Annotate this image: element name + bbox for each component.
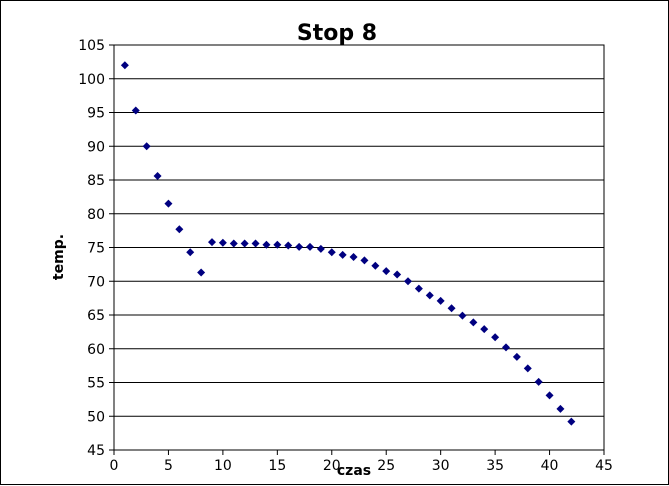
y-tick-label: 45 <box>87 443 105 459</box>
y-tick-label: 50 <box>87 409 105 425</box>
data-point <box>142 142 151 151</box>
y-tick-label: 105 <box>78 38 105 54</box>
data-point <box>175 225 184 234</box>
y-tick-label: 70 <box>87 274 105 290</box>
data-point <box>469 318 478 327</box>
x-tick-label: 20 <box>323 458 341 474</box>
x-tick-label: 10 <box>214 458 232 474</box>
data-point <box>295 242 304 251</box>
x-tick-label: 45 <box>595 458 613 474</box>
data-point <box>523 364 532 373</box>
data-point <box>229 239 238 248</box>
data-point <box>436 296 445 305</box>
data-point <box>240 239 249 248</box>
y-tick-label: 95 <box>87 106 105 122</box>
y-tick-label: 90 <box>87 139 105 155</box>
data-point <box>404 277 412 286</box>
data-point <box>131 106 140 115</box>
data-point <box>349 252 358 261</box>
y-tick-label: 80 <box>87 207 105 223</box>
data-point <box>458 311 467 320</box>
y-tick-label: 60 <box>87 342 105 358</box>
y-tick-label: 75 <box>87 241 105 257</box>
data-point <box>197 268 206 277</box>
data-point <box>306 242 314 251</box>
data-point <box>425 291 434 300</box>
x-axis-title: czas <box>337 463 371 479</box>
y-tick-label: 100 <box>78 72 105 88</box>
data-point <box>512 352 521 361</box>
x-tick-label: 25 <box>377 458 395 474</box>
chart-title: Stop 8 <box>297 21 377 46</box>
y-tick-label: 85 <box>87 173 105 189</box>
data-point <box>534 377 543 386</box>
data-point <box>567 417 576 426</box>
data-point <box>360 256 369 265</box>
data-point <box>491 333 500 342</box>
grid-lines <box>114 78 604 417</box>
data-point <box>480 325 489 334</box>
data-point <box>556 404 565 413</box>
data-point <box>393 270 402 279</box>
data-point <box>447 304 456 313</box>
data-point <box>284 241 293 250</box>
data-point <box>153 171 162 180</box>
x-tick-label: 35 <box>486 458 504 474</box>
data-point <box>502 343 510 352</box>
data-point <box>414 284 423 293</box>
data-point <box>338 250 347 259</box>
x-tick-label: 15 <box>268 458 286 474</box>
data-point <box>208 238 216 247</box>
x-tick-label: 40 <box>541 458 559 474</box>
data-point <box>120 61 129 70</box>
data-point <box>371 261 380 270</box>
x-tick-label: 5 <box>164 458 173 474</box>
y-tick-label: 65 <box>87 308 105 324</box>
data-point <box>382 267 391 276</box>
y-axis-title: temp. <box>51 234 67 280</box>
data-points <box>120 61 576 426</box>
data-point <box>186 248 195 257</box>
data-point <box>251 239 260 248</box>
data-point <box>316 244 325 253</box>
y-tick-label: 55 <box>87 376 105 392</box>
x-tick-label: 30 <box>432 458 450 474</box>
data-point <box>273 240 282 249</box>
x-tick-label: 0 <box>110 458 119 474</box>
data-point <box>545 391 554 400</box>
y-axis: 45 50 55 60 65 70 75 80 85 90 95 100 105 <box>78 38 114 459</box>
data-point <box>164 199 173 208</box>
data-point <box>218 238 227 247</box>
data-point <box>262 240 271 249</box>
x-axis: 0 5 10 15 20 25 30 35 40 45 <box>110 450 613 474</box>
data-point <box>327 248 336 257</box>
